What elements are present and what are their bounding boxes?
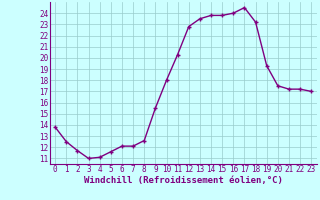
X-axis label: Windchill (Refroidissement éolien,°C): Windchill (Refroidissement éolien,°C) [84,176,283,185]
